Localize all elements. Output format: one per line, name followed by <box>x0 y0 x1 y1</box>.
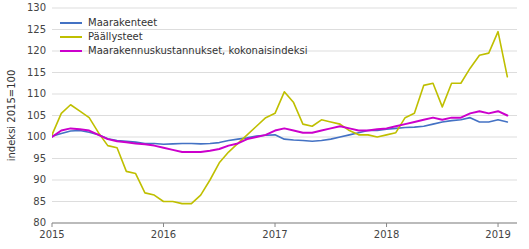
legend-item: Päällysteet <box>60 31 143 42</box>
legend-label: Päällysteet <box>88 31 143 42</box>
grid-line <box>52 115 517 116</box>
legend-label: Maarakenteet <box>88 17 157 28</box>
grid-line <box>52 29 517 30</box>
y-axis-label: indeksi 2015=100 <box>6 70 17 162</box>
legend: Maarakenteet Päällysteet Maarakennuskustan… <box>60 17 307 56</box>
x-tick <box>498 223 499 227</box>
legend-swatch <box>60 22 82 24</box>
legend-swatch <box>60 50 82 52</box>
legend-swatch <box>60 36 82 38</box>
x-axis-line <box>52 223 517 224</box>
y-tick-label: 130 <box>27 2 46 13</box>
y-tick-label: 90 <box>33 174 46 185</box>
x-tick-label: 2018 <box>374 229 399 240</box>
grid-line <box>52 8 517 9</box>
legend-item: Maarakenteet <box>60 17 157 28</box>
grid-line <box>52 201 517 202</box>
y-grid <box>52 8 517 223</box>
y-tick-labels: 80 85 90 95 100 105 110 115 120 125 130 <box>27 2 46 228</box>
y-tick-label: 125 <box>27 24 46 35</box>
y-tick-label: 110 <box>27 88 46 99</box>
y-tick-label: 120 <box>27 45 46 56</box>
x-tick <box>275 223 276 227</box>
grid-line <box>52 72 517 73</box>
x-tick <box>163 223 164 227</box>
y-tick-label: 105 <box>27 110 46 121</box>
x-tick-label: 2017 <box>262 229 287 240</box>
x-tick-label: 2015 <box>39 229 64 240</box>
x-ticks: 2015 2016 2017 2018 2019 <box>39 223 510 240</box>
x-tick <box>52 223 53 227</box>
legend-item: Maarakennuskustannukset, kokonaisindeksi <box>60 45 307 56</box>
x-tick-label: 2016 <box>151 229 176 240</box>
x-tick <box>386 223 387 227</box>
y-tick-label: 85 <box>33 196 46 207</box>
legend-label: Maarakennuskustannukset, kokonaisindeksi <box>88 45 307 56</box>
series-line <box>52 118 507 145</box>
y-tick-label: 115 <box>27 67 46 78</box>
lines <box>52 32 507 204</box>
y-tick-label: 80 <box>33 217 46 228</box>
grid-line <box>52 137 517 138</box>
grid-line <box>52 223 517 224</box>
series-line <box>52 32 507 204</box>
y-tick-label: 100 <box>27 131 46 142</box>
series-line <box>52 111 507 152</box>
y-tick-label: 95 <box>33 153 46 164</box>
grid-line <box>52 180 517 181</box>
chart: 8085909510010511011512012513020152016201… <box>0 0 529 249</box>
x-tick-label: 2019 <box>485 229 510 240</box>
